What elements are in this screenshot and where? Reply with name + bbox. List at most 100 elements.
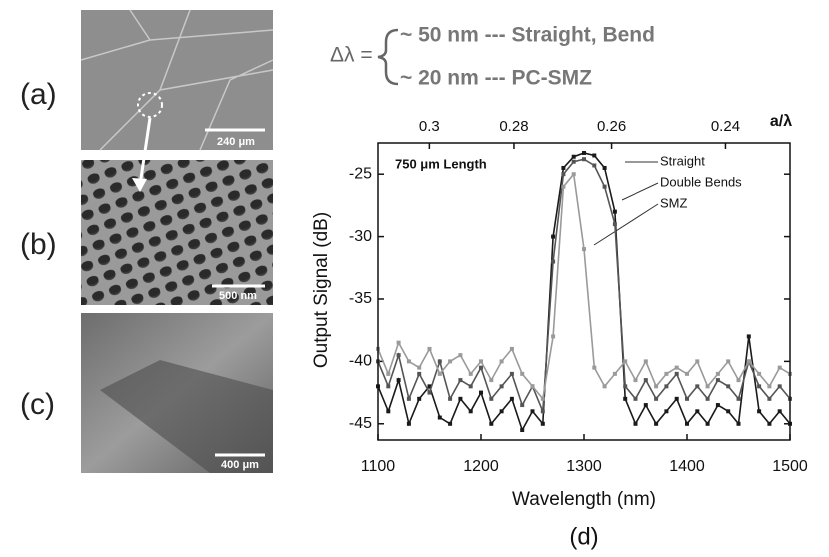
data-point — [530, 384, 535, 389]
data-point — [757, 409, 762, 414]
data-point — [386, 384, 391, 389]
data-point — [582, 150, 586, 155]
data-point — [448, 396, 453, 401]
x2-axis-label: a/λ — [770, 113, 792, 130]
arrow — [138, 117, 152, 186]
data-point — [386, 371, 391, 376]
data-point — [530, 409, 535, 414]
data-point — [406, 359, 411, 364]
scale-bar-label: 500 nm — [219, 290, 257, 302]
x-tick-label: 1300 — [566, 458, 602, 475]
data-point — [654, 384, 659, 389]
legend-label: Straight — [660, 153, 705, 168]
x2-tick-label: 0.28 — [499, 118, 528, 135]
data-point — [582, 157, 586, 162]
data-point — [726, 359, 731, 364]
data-point — [612, 209, 617, 214]
data-point — [571, 172, 576, 177]
data-point — [767, 396, 772, 401]
data-point — [540, 396, 545, 401]
data-point — [633, 396, 638, 401]
annotation: 750 μm Length — [395, 156, 487, 171]
data-point — [551, 334, 556, 339]
cleaved-facet — [100, 360, 273, 473]
data-point — [705, 384, 710, 389]
data-point — [746, 334, 751, 339]
data-point — [489, 421, 494, 426]
data-point — [396, 340, 401, 345]
y-tick-label: -40 — [349, 353, 372, 370]
data-point — [386, 409, 391, 414]
data-point — [602, 165, 607, 170]
data-point — [664, 371, 669, 376]
data-point — [777, 384, 782, 389]
equation-line: ~ 50 nm --- Straight, Bend — [400, 24, 655, 47]
data-point — [664, 409, 669, 414]
data-point — [448, 359, 453, 364]
data-point — [520, 371, 525, 376]
data-point — [726, 409, 731, 414]
data-point — [396, 378, 401, 383]
x2-tick-label: 0.3 — [419, 118, 440, 135]
data-point — [643, 359, 648, 364]
data-point — [623, 359, 628, 364]
data-point — [406, 396, 411, 401]
data-point — [458, 396, 463, 401]
data-point — [437, 359, 442, 364]
data-point — [561, 172, 566, 177]
data-point — [715, 403, 720, 408]
data-point — [674, 396, 679, 401]
waveguide-lines — [80, 9, 274, 151]
x-tick-label: 1500 — [772, 458, 808, 475]
data-point — [427, 384, 432, 389]
data-point — [427, 346, 432, 351]
x-axis-label: Wavelength (nm) — [512, 489, 656, 510]
data-point — [602, 184, 607, 189]
data-point — [540, 421, 545, 426]
data-point — [499, 359, 504, 364]
data-point — [736, 378, 741, 383]
plot-frame — [377, 142, 791, 441]
data-point — [489, 396, 494, 401]
panel-label: (b) — [20, 228, 57, 261]
data-point — [406, 421, 411, 426]
data-point — [685, 371, 689, 376]
x2-tick-label: 0.26 — [597, 118, 626, 135]
data-point — [417, 396, 422, 401]
data-point — [479, 390, 483, 395]
data-point — [612, 222, 617, 227]
data-point — [458, 353, 463, 358]
y-tick-label: -30 — [349, 228, 372, 245]
scale-bar-label: 240 μm — [217, 136, 255, 148]
data-point — [674, 371, 679, 376]
data-point — [396, 353, 401, 358]
series-line — [377, 172, 791, 401]
data-point — [602, 384, 607, 389]
y-axis-label: Output Signal (dB) — [311, 212, 332, 368]
equation-lhs: Δλ = — [330, 44, 373, 67]
data-point — [715, 371, 720, 376]
panel-label: (c) — [20, 388, 55, 421]
data-point — [643, 378, 648, 383]
data-point — [726, 384, 731, 389]
data-point — [561, 184, 566, 189]
data-point — [520, 403, 525, 408]
x-tick-label: 1200 — [463, 458, 499, 475]
x-tick-label: 1400 — [669, 458, 705, 475]
equation-line: ~ 20 nm --- PC-SMZ — [400, 67, 592, 90]
data-point — [736, 396, 741, 401]
data-point — [468, 384, 473, 389]
data-point — [746, 359, 751, 364]
data-point — [695, 384, 700, 389]
data-point — [623, 396, 628, 401]
data-point — [427, 390, 432, 395]
data-point — [757, 384, 762, 389]
sem-image-b — [81, 160, 273, 305]
data-point — [458, 378, 463, 383]
highlight-circle — [137, 92, 163, 118]
data-point — [592, 163, 597, 168]
data-point — [551, 259, 556, 264]
data-point — [685, 396, 689, 401]
data-point — [777, 365, 782, 370]
